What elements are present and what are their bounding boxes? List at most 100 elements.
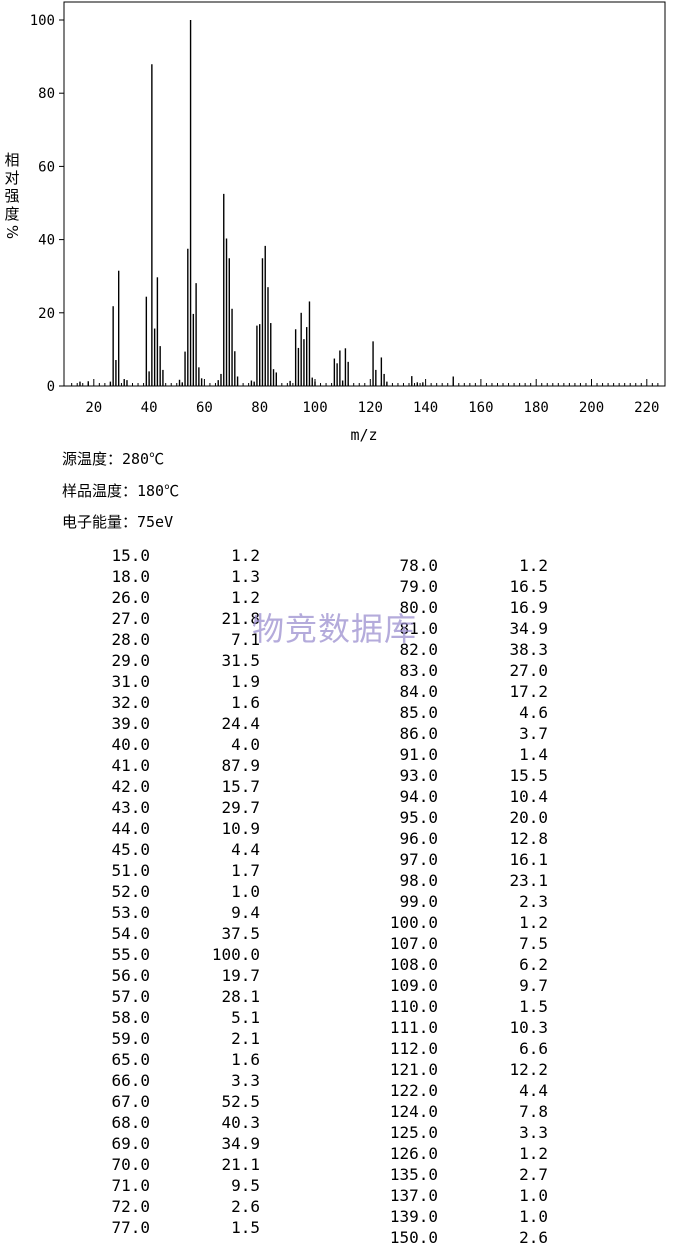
watermark: 物竞数据库 bbox=[252, 610, 418, 648]
y-axis-label-char: 强 bbox=[4, 187, 19, 205]
mz-value: 65.0 bbox=[111, 1050, 150, 1069]
x-tick-label: 200 bbox=[579, 400, 604, 416]
x-tick-label: 160 bbox=[468, 400, 493, 416]
intensity-value: 3.3 bbox=[231, 1071, 260, 1090]
intensity-value: 9.5 bbox=[231, 1176, 260, 1195]
mz-value: 150.0 bbox=[389, 1228, 438, 1247]
mz-value: 82.0 bbox=[399, 640, 438, 659]
intensity-value: 20.0 bbox=[509, 808, 548, 827]
mz-value: 68.0 bbox=[111, 1113, 150, 1132]
intensity-value: 27.0 bbox=[509, 661, 548, 680]
mz-value: 139.0 bbox=[389, 1207, 438, 1226]
intensity-value: 37.5 bbox=[221, 924, 260, 943]
mz-value: 54.0 bbox=[111, 924, 150, 943]
intensity-value: 12.2 bbox=[509, 1060, 548, 1079]
mz-value: 51.0 bbox=[111, 861, 150, 880]
intensity-value: 2.1 bbox=[231, 1029, 260, 1048]
intensity-value: 1.2 bbox=[231, 546, 260, 565]
intensity-value: 16.5 bbox=[509, 577, 548, 596]
intensity-value: 38.3 bbox=[509, 640, 548, 659]
mz-value: 45.0 bbox=[111, 840, 150, 859]
intensity-value: 1.2 bbox=[519, 913, 548, 932]
intensity-value: 31.5 bbox=[221, 651, 260, 670]
mz-value: 78.0 bbox=[399, 556, 438, 575]
mz-value: 83.0 bbox=[399, 661, 438, 680]
mz-value: 29.0 bbox=[111, 651, 150, 670]
intensity-value: 1.7 bbox=[231, 861, 260, 880]
intensity-value: 34.9 bbox=[221, 1134, 260, 1153]
mz-value: 80.0 bbox=[399, 598, 438, 617]
x-tick-label: 60 bbox=[196, 400, 213, 416]
intensity-value: 1.6 bbox=[231, 693, 260, 712]
mz-value: 122.0 bbox=[389, 1081, 438, 1100]
mz-value: 53.0 bbox=[111, 903, 150, 922]
intensity-value: 21.1 bbox=[221, 1155, 260, 1174]
mass-spectrum-chart: 0 20 40 60 80 100 20 40 60 80 100 120 140 160 180 200 2… bbox=[3, 1, 666, 444]
mz-value: 79.0 bbox=[399, 577, 438, 596]
intensity-value: 15.7 bbox=[221, 777, 260, 796]
y-axis-label-char: % bbox=[3, 225, 21, 239]
mz-value: 96.0 bbox=[399, 829, 438, 848]
mz-value: 81.0 bbox=[399, 619, 438, 638]
intensity-value: 1.2 bbox=[231, 588, 260, 607]
intensity-value: 1.2 bbox=[519, 556, 548, 575]
electron-energy: 电子能量：75eV bbox=[62, 513, 174, 531]
mz-value: 107.0 bbox=[389, 934, 438, 953]
mz-value: 77.0 bbox=[111, 1218, 150, 1237]
intensity-value: 7.8 bbox=[519, 1102, 548, 1121]
mz-value: 15.0 bbox=[111, 546, 150, 565]
mz-value: 110.0 bbox=[389, 997, 438, 1016]
intensity-value: 2.6 bbox=[519, 1228, 548, 1247]
x-tick-label: 220 bbox=[634, 400, 659, 416]
intensity-value: 1.9 bbox=[231, 672, 260, 691]
mz-value: 135.0 bbox=[389, 1165, 438, 1184]
intensity-value: 1.0 bbox=[231, 882, 260, 901]
intensity-value: 1.0 bbox=[519, 1186, 548, 1205]
plot-frame bbox=[63, 1, 666, 387]
mz-value: 59.0 bbox=[111, 1029, 150, 1048]
source-temperature: 源温度：280℃ bbox=[62, 450, 165, 468]
mz-value: 43.0 bbox=[111, 798, 150, 817]
mz-value: 27.0 bbox=[111, 609, 150, 628]
y-tick-label: 0 bbox=[47, 379, 55, 395]
y-tick-label: 20 bbox=[38, 306, 55, 322]
mz-value: 72.0 bbox=[111, 1197, 150, 1216]
x-axis-label: m/z bbox=[350, 426, 377, 444]
mz-value: 42.0 bbox=[111, 777, 150, 796]
y-tick-label: 60 bbox=[38, 159, 55, 175]
intensity-value: 24.4 bbox=[221, 714, 260, 733]
intensity-value: 1.4 bbox=[519, 745, 548, 764]
mz-value: 85.0 bbox=[399, 703, 438, 722]
sample-temperature: 样品温度：180℃ bbox=[62, 482, 180, 500]
intensity-value: 100.0 bbox=[211, 945, 260, 964]
mz-value: 93.0 bbox=[399, 766, 438, 785]
mz-value: 111.0 bbox=[389, 1018, 438, 1037]
intensity-value: 4.6 bbox=[519, 703, 548, 722]
mz-value: 84.0 bbox=[399, 682, 438, 701]
intensity-value: 1.6 bbox=[231, 1050, 260, 1069]
intensity-value: 28.1 bbox=[221, 987, 260, 1006]
intensity-value: 1.0 bbox=[519, 1207, 548, 1226]
mz-value: 69.0 bbox=[111, 1134, 150, 1153]
intensity-value: 2.3 bbox=[519, 892, 548, 911]
mz-value: 108.0 bbox=[389, 955, 438, 974]
x-tick-label: 120 bbox=[358, 400, 383, 416]
mz-value: 57.0 bbox=[111, 987, 150, 1006]
mz-value: 66.0 bbox=[111, 1071, 150, 1090]
mz-value: 39.0 bbox=[111, 714, 150, 733]
mz-value: 40.0 bbox=[111, 735, 150, 754]
intensity-value: 6.2 bbox=[519, 955, 548, 974]
mz-value: 31.0 bbox=[111, 672, 150, 691]
mz-value: 55.0 bbox=[111, 945, 150, 964]
intensity-value: 16.9 bbox=[509, 598, 548, 617]
y-tick-label: 80 bbox=[38, 86, 55, 102]
mz-value: 121.0 bbox=[389, 1060, 438, 1079]
intensity-value: 4.4 bbox=[231, 840, 260, 859]
intensity-value: 16.1 bbox=[509, 850, 548, 869]
mz-value: 67.0 bbox=[111, 1092, 150, 1111]
mz-value: 44.0 bbox=[111, 819, 150, 838]
intensity-value: 87.9 bbox=[221, 756, 260, 775]
intensity-value: 4.4 bbox=[519, 1081, 548, 1100]
intensity-value: 10.4 bbox=[509, 787, 548, 806]
